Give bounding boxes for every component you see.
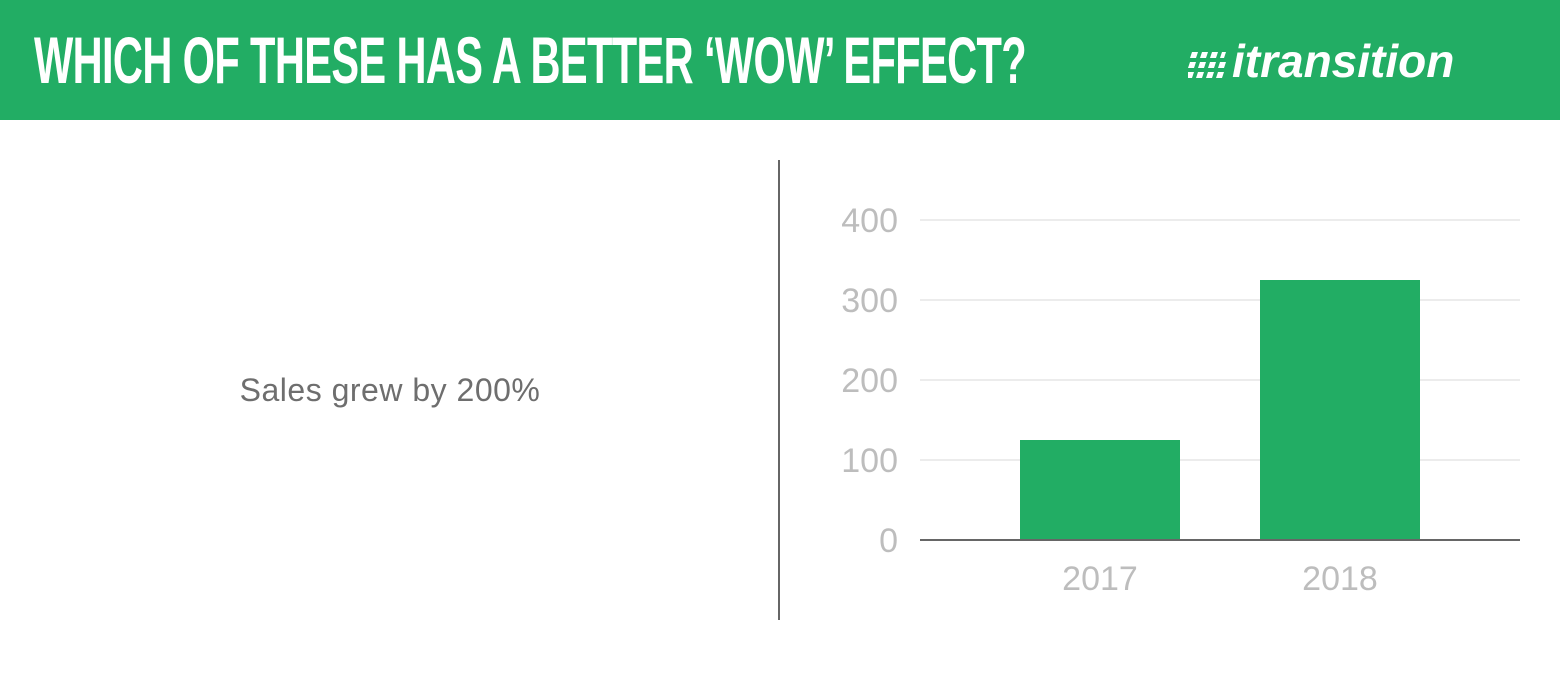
gridlines [920,219,1520,461]
y-tick-label: 200 [841,362,898,400]
x-tick-label: 2018 [1302,560,1378,598]
dotted-stripes-logo-icon [1188,52,1226,78]
vertical-divider [778,160,780,620]
sales-statement: Sales grew by 200% [239,372,541,408]
bar-2018 [1260,280,1420,540]
y-axis-ticks: 0 100 200 300 400 [841,202,898,560]
bars [1020,280,1420,540]
header-banner: WHICH OF THESE HAS A BETTER ‘WOW’ EFFECT… [0,0,1560,120]
x-tick-label: 2017 [1062,560,1138,598]
y-tick-label: 100 [841,442,898,480]
brand-name: itransition [1232,35,1455,87]
y-tick-label: 300 [841,282,898,320]
x-axis-ticks: 2017 2018 [1062,560,1378,598]
bar-2017 [1020,440,1180,540]
y-tick-label: 0 [879,522,898,560]
headline: WHICH OF THESE HAS A BETTER ‘WOW’ EFFECT… [34,23,1027,97]
y-tick-label: 400 [841,202,898,240]
brand-logo: itransition [1188,36,1528,86]
